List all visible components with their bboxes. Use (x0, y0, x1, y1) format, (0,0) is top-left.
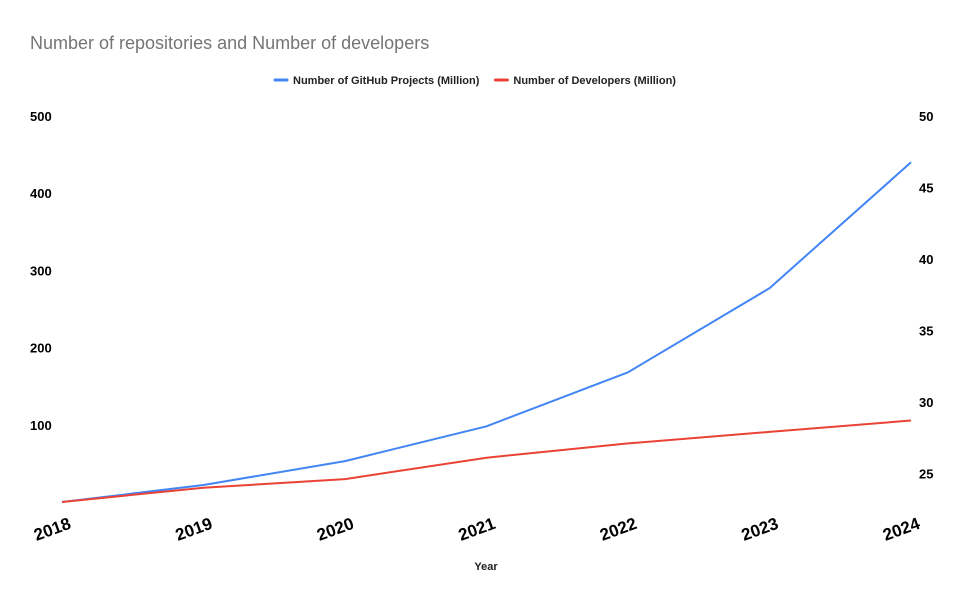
left-tick-label: 200 (30, 341, 52, 356)
legend: Number of GitHub Projects (Million) Numbe… (273, 75, 676, 87)
right-tick-label: 35 (919, 323, 933, 338)
series-line-1 (61, 419, 912, 503)
x-axis-ticks: 2018 2019 2020 2021 2022 2023 2024 (31, 514, 923, 545)
right-tick-label: 30 (919, 395, 933, 410)
x-tick-label: 2019 (173, 514, 215, 545)
series-lines (61, 161, 912, 503)
chart-title: Number of repositories and Number of dev… (30, 33, 429, 53)
left-tick-label: 400 (30, 186, 52, 201)
x-axis-label: Year (474, 561, 498, 573)
right-tick-label: 25 (919, 466, 933, 481)
x-tick-label: 2022 (597, 514, 639, 545)
x-tick-label: 2024 (880, 514, 923, 545)
left-tick-label: 100 (30, 418, 52, 433)
left-tick-label: 300 (30, 263, 52, 278)
right-tick-label: 50 (919, 109, 933, 124)
right-tick-label: 40 (919, 252, 933, 267)
right-tick-label: 45 (919, 180, 933, 195)
legend-label-1: Number of Developers (Million) (513, 75, 676, 87)
right-axis-ticks: 25 30 35 40 45 50 (919, 109, 933, 481)
x-tick-label: 2020 (314, 514, 356, 545)
x-tick-label: 2021 (456, 514, 498, 545)
left-tick-label: 500 (30, 109, 52, 124)
left-axis-ticks: 100 200 300 400 500 (30, 109, 52, 433)
x-tick-label: 2018 (31, 514, 73, 545)
x-tick-label: 2023 (739, 514, 781, 545)
series-line-0 (61, 161, 912, 503)
legend-label-0: Number of GitHub Projects (Million) (293, 75, 480, 87)
